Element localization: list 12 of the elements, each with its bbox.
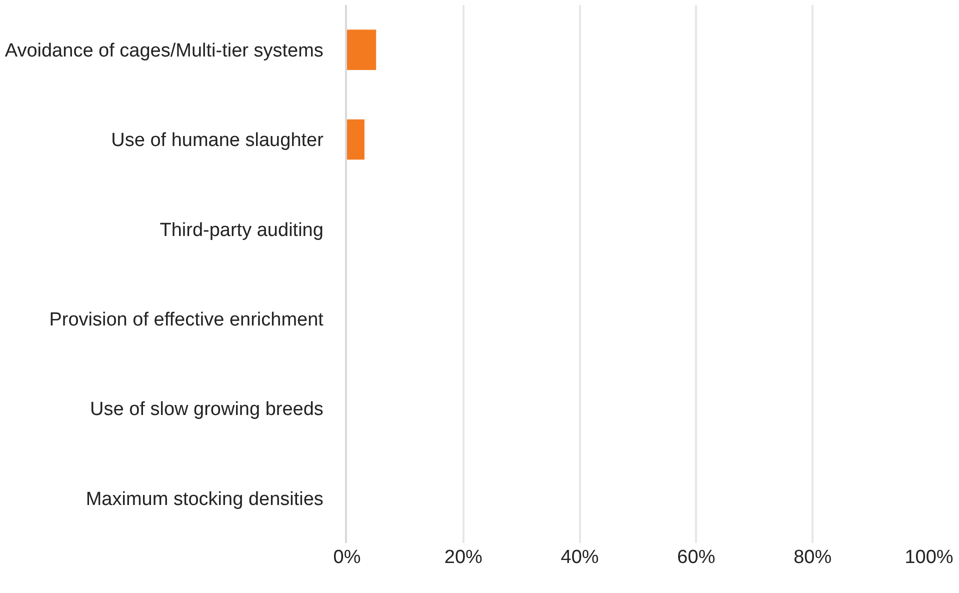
x-tick-label: 20% — [444, 547, 483, 568]
y-tick-label: Third-party auditing — [160, 220, 324, 241]
y-tick-label: Maximum stocking densities — [86, 488, 324, 510]
x-tick-label: 100% — [904, 547, 954, 568]
x-tick-label: 60% — [677, 547, 716, 568]
x-tick-label: 80% — [794, 547, 832, 568]
y-tick-label: Use of slow growing breeds — [90, 399, 324, 420]
x-tick-label: 40% — [560, 547, 599, 568]
x-tick-label: 0% — [333, 547, 361, 568]
y-tick-label: Avoidance of cages/Multi-tier systems — [4, 40, 324, 62]
y-tick-label: Provision of effective enrichment — [49, 309, 324, 330]
y-tick-label: Use of humane slaughter — [111, 130, 324, 152]
